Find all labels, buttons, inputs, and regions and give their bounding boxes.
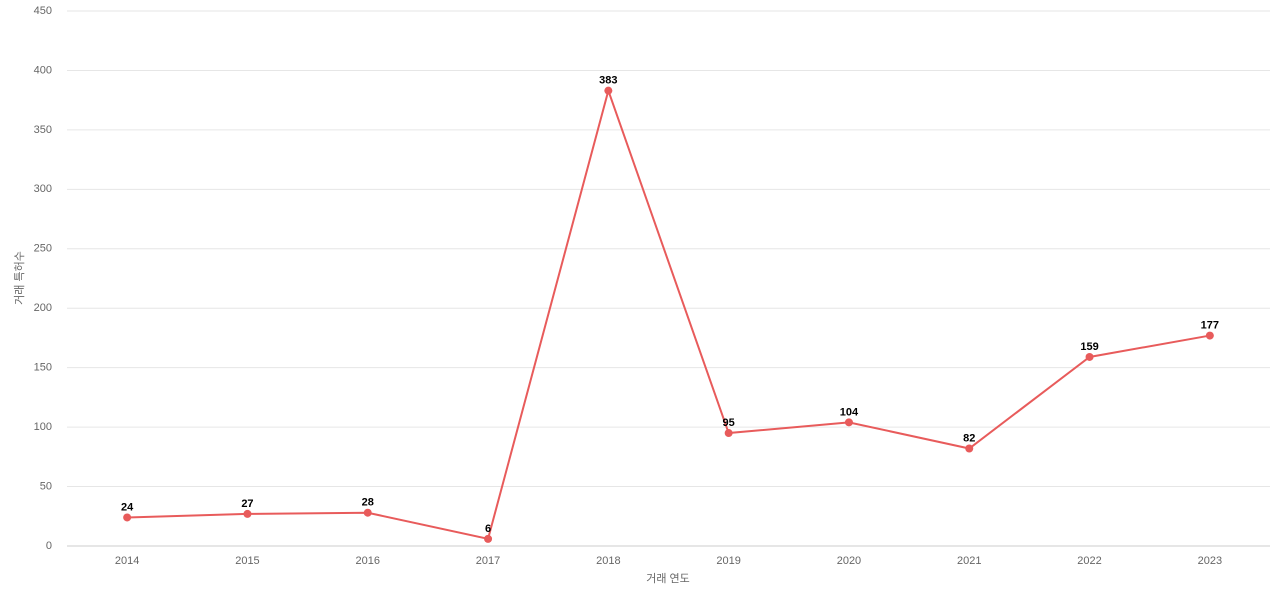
- point: [123, 513, 132, 522]
- line: [127, 87, 1211, 541]
- x-tick-label: 2016: [356, 555, 380, 567]
- data-label: 383: [599, 75, 617, 87]
- point: [604, 86, 613, 95]
- data-label: 177: [1201, 319, 1219, 331]
- data-label: 159: [1080, 341, 1098, 353]
- point: [484, 534, 493, 543]
- data-label: 6: [485, 523, 491, 535]
- x-tick-label: 2014: [115, 555, 139, 567]
- point: [724, 429, 733, 438]
- y-tick-label: 150: [34, 362, 52, 374]
- x-tick-label: 2020: [837, 555, 861, 567]
- y-tick-label: 350: [34, 124, 52, 136]
- point: [243, 509, 252, 518]
- x-tick-label: 2022: [1077, 555, 1101, 567]
- y-tick-label: 250: [34, 243, 52, 255]
- data-label: 24: [121, 501, 134, 513]
- data-label: 104: [840, 406, 859, 418]
- data-label: 27: [241, 498, 253, 510]
- y-tick-label: 300: [34, 183, 52, 195]
- point: [363, 508, 372, 517]
- point: [1085, 352, 1094, 361]
- data-label: 95: [723, 417, 735, 429]
- point: [1205, 331, 1214, 340]
- x-tick-label: 2021: [957, 555, 981, 567]
- x-tick-label: 2023: [1198, 555, 1222, 567]
- x-tick-label: 2017: [476, 555, 500, 567]
- data-label: 28: [362, 497, 374, 509]
- point: [965, 444, 974, 453]
- x-tick-label: 2015: [235, 555, 259, 567]
- x-tick-label: 2019: [716, 555, 740, 567]
- y-axis-title: 거래 특허수: [13, 251, 26, 305]
- y-tick-label: 0: [46, 540, 52, 552]
- x-tick-label: 2018: [596, 555, 620, 567]
- data-label: 82: [963, 432, 975, 444]
- y-tick-label: 100: [34, 421, 52, 433]
- y-tick-label: 50: [40, 480, 52, 492]
- point: [844, 418, 853, 427]
- y-tick-label: 450: [34, 5, 52, 17]
- y-tick-label: 400: [34, 64, 52, 76]
- x-axis-title: 거래 연도: [646, 572, 690, 585]
- y-tick-label: 200: [34, 302, 52, 314]
